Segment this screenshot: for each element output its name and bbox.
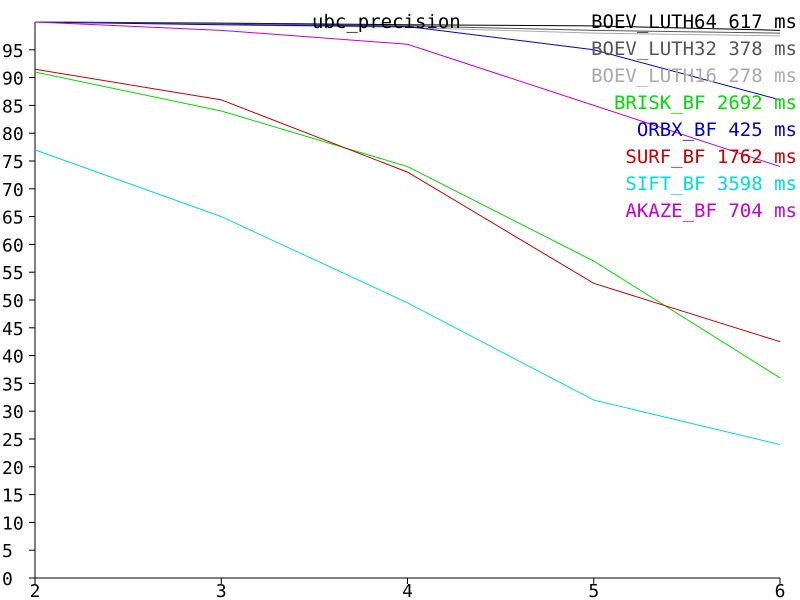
series-line-5 (34, 68, 781, 343)
y-tick-label: 50 (2, 291, 24, 312)
y-tick-label: 95 (2, 41, 24, 62)
series-line-3 (34, 71, 781, 379)
chart-title: ubc_precision (312, 11, 461, 33)
y-tick-label: 65 (2, 208, 24, 229)
x-tick-label: 5 (588, 581, 599, 600)
x-tick-label: 4 (402, 581, 413, 600)
legend-entry: BRISK_BF 2692 ms (614, 92, 797, 114)
legend-entry: SIFT_BF 3598 ms (625, 173, 797, 195)
y-tick-label: 90 (2, 69, 24, 90)
series-lines (34, 21, 781, 446)
y-tick-label: 5 (2, 541, 13, 562)
y-ticks: 0 5 10 15 20 25 30 35 40 45 50 55 60 65 70 75 80 85 90 95 (2, 41, 35, 590)
legend-entry: BOEV_LUTH64 617 ms (591, 11, 797, 33)
y-tick-label: 55 (2, 263, 24, 284)
legend-entry: ORBX_BF 425 ms (637, 119, 797, 141)
y-tick-label: 25 (2, 430, 24, 451)
y-tick-label: 80 (2, 124, 24, 145)
y-tick-label: 70 (2, 180, 24, 201)
legend-entry: AKAZE_BF 704 ms (625, 200, 797, 222)
y-tick-label: 30 (2, 402, 24, 423)
y-tick-label: 75 (2, 152, 24, 173)
legend-entry: SURF_BF 1762 ms (625, 146, 797, 168)
y-tick-label: 0 (2, 569, 13, 590)
x-tick-label: 6 (775, 581, 786, 600)
y-tick-label: 40 (2, 347, 24, 368)
y-tick-label: 60 (2, 235, 24, 256)
legend-entry: BOEV_LUTH32 378 ms (591, 38, 797, 60)
x-tick-label: 2 (30, 581, 41, 600)
y-tick-label: 10 (2, 513, 24, 534)
x-ticks: 2 3 4 5 6 (30, 578, 786, 600)
series-line-6 (34, 149, 781, 446)
x-tick-label: 3 (216, 581, 227, 600)
series-line-1 (34, 21, 781, 34)
series-line-4 (34, 21, 781, 101)
y-tick-label: 45 (2, 319, 24, 340)
legend: ubc_precision BOEV_LUTH64 617 ms BOEV_LUT… (312, 11, 797, 222)
y-tick-label: 20 (2, 458, 24, 479)
series-line-7 (34, 21, 781, 168)
y-tick-label: 85 (2, 96, 24, 117)
legend-entry: BOEV_LUTH16 278 ms (591, 65, 797, 87)
y-tick-label: 35 (2, 374, 24, 395)
y-tick-label: 15 (2, 486, 24, 507)
